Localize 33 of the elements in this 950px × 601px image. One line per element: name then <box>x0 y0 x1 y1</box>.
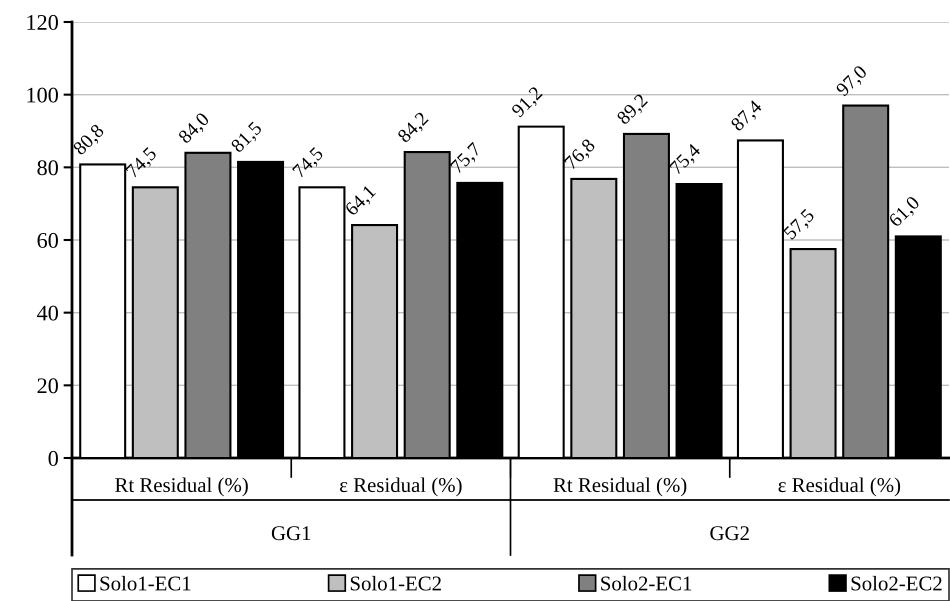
data-label: 57,5 <box>783 208 817 242</box>
text: GG2 <box>710 526 749 540</box>
data-label: 91,2 <box>510 86 545 120</box>
data-label: 75,7 <box>450 142 484 176</box>
data-label: 89,2 <box>616 93 650 128</box>
y-tick-label: 120 <box>27 14 58 30</box>
text: GG1 <box>272 526 310 540</box>
x-tick-label: Rt Residual (%) <box>554 477 686 496</box>
data-label: 74,5 <box>125 146 160 180</box>
data-label: 64,1 <box>344 184 378 218</box>
legend-label: Solo1-EC2 <box>350 576 441 591</box>
data-label: 87,4 <box>730 99 765 134</box>
legend-label: Solo2-EC1 <box>601 576 692 591</box>
data-label: 97,0 <box>835 64 870 99</box>
x-tick-label: Rt Residual (%) <box>115 477 248 496</box>
data-label: 75,4 <box>669 142 704 177</box>
data-label: 84,2 <box>396 111 431 146</box>
data-label: 61,0 <box>888 195 922 230</box>
data-label: 76,8 <box>564 138 598 172</box>
y-tick-label: 60 <box>38 232 58 248</box>
x-tick-label: ε Residual (%) <box>778 477 900 496</box>
y-tick-label: 80 <box>37 160 58 176</box>
y-tick-label: 100 <box>27 88 58 103</box>
x-tick-label: ε Residual (%) <box>340 477 462 496</box>
data-label: 81,5 <box>230 120 264 156</box>
y-tick-label: 0 <box>48 450 58 466</box>
data-label: 80,8 <box>72 123 107 158</box>
y-tick-label: 20 <box>38 378 58 394</box>
legend-label: Solo1-EC1 <box>100 576 190 591</box>
y-tick-label: 40 <box>37 306 58 321</box>
data-label: 74,5 <box>292 146 326 180</box>
data-label: 84,0 <box>178 112 212 146</box>
legend-label: Solo2-EC2 <box>852 576 942 591</box>
